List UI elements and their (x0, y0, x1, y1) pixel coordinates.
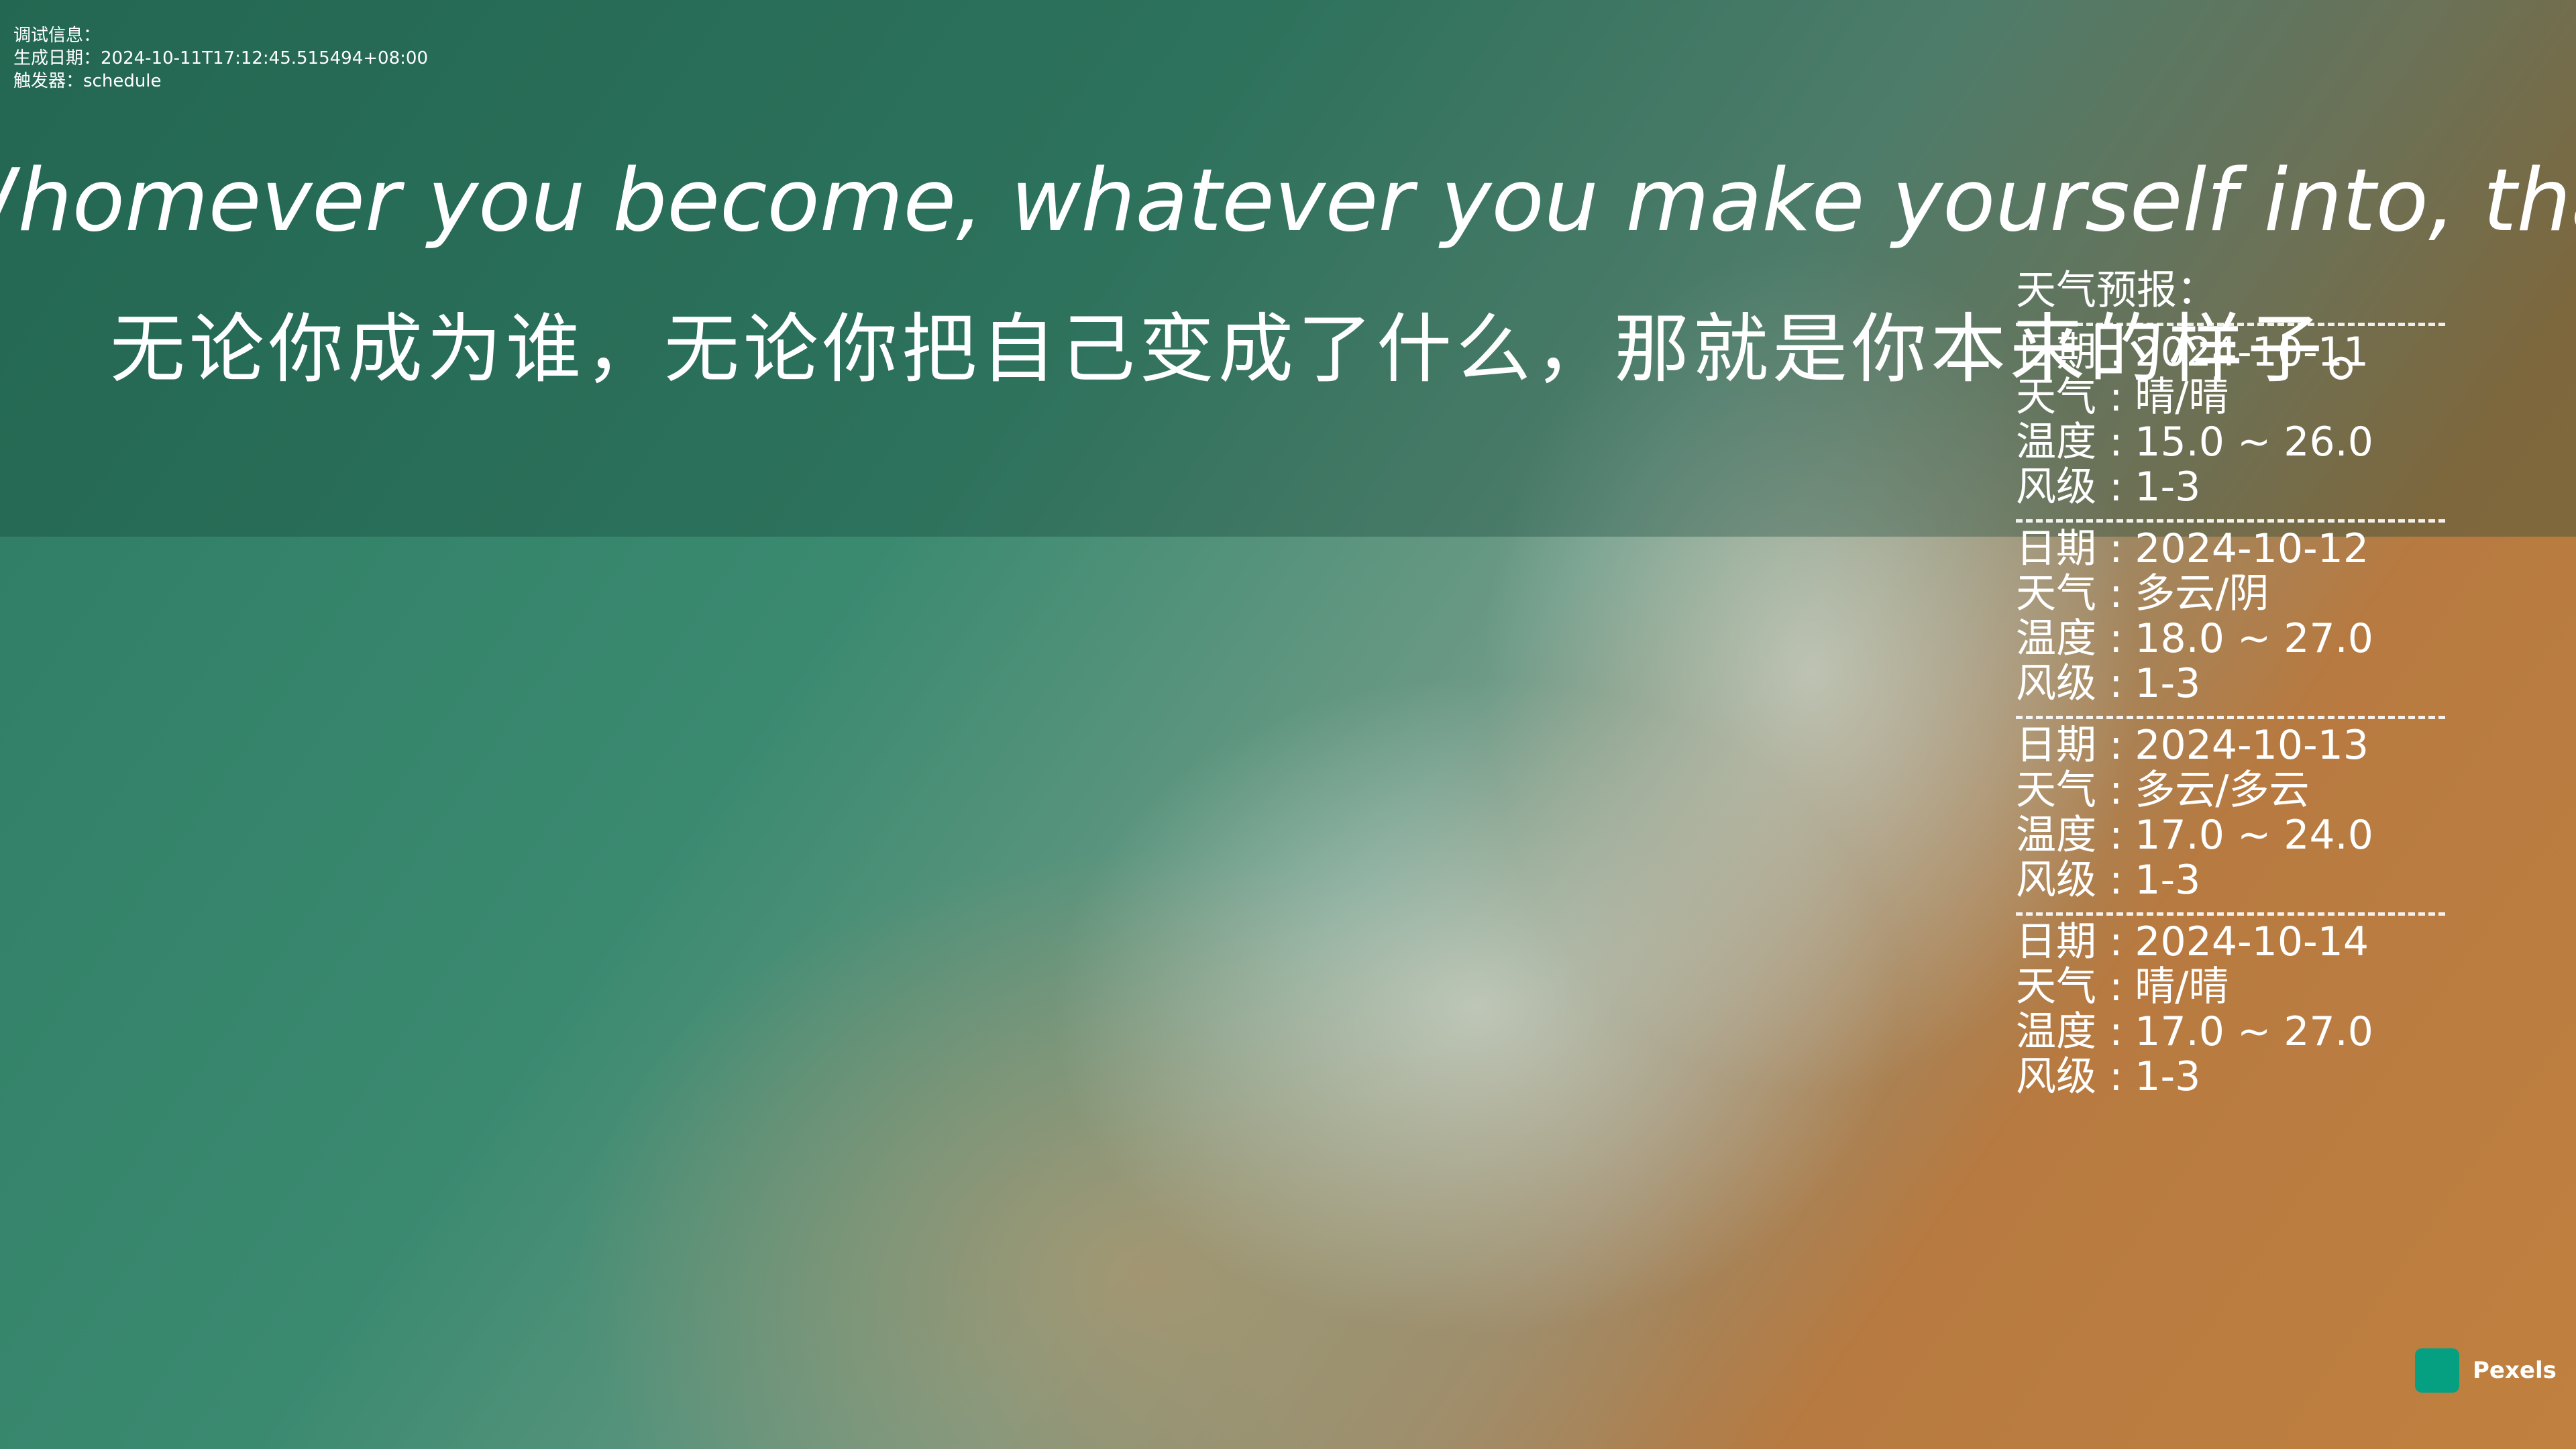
field-value: 2024-10-11 (2135, 329, 2369, 376)
debug-line: 调试信息： (13, 25, 101, 46)
field-value: 1-3 (2135, 1053, 2201, 1100)
debug-line: 触发器：schedule (13, 71, 162, 91)
weather-row: 风级 : 1-3 (2016, 858, 2445, 903)
field-value: 晴/晴 (2135, 374, 2229, 421)
field-label: 日期 : (2016, 329, 2123, 376)
separator (2016, 519, 2445, 523)
weather-row: 温度 : 18.0 ~ 27.0 (2016, 616, 2445, 661)
field-label: 温度 : (2016, 615, 2123, 662)
field-value: 1-3 (2135, 464, 2201, 511)
field-label: 温度 : (2016, 1008, 2123, 1055)
field-value: 1-3 (2135, 660, 2201, 707)
field-label: 天气 : (2016, 963, 2123, 1010)
day-block: 日期 :2024-10-12 天气 : 多云/阴 温度 :18.0 ~ 27.0 风级 … (2016, 527, 2445, 706)
debug-line: 生成日期：2024-10-11T17:12:45.515494+08:00 (13, 48, 428, 68)
weather-row: 温度 : 17.0 ~ 24.0 (2016, 813, 2445, 858)
weather-row: 风级 : 1-3 (2016, 465, 2445, 510)
field-value: 15.0 ~ 26.0 (2135, 419, 2373, 466)
field-label: 天气 : (2016, 570, 2123, 617)
separator (2016, 716, 2445, 719)
field-label: 天气 : (2016, 767, 2123, 814)
pexels-watermark: Pexels (2415, 1348, 2557, 1393)
debug-info: 调试信息： 生成日期：2024-10-11T17:12:45.515494+08… (13, 24, 428, 93)
field-value: 多云/多云 (2135, 767, 2310, 814)
weather-row: 日期 : 2024-10-14 (2016, 920, 2445, 965)
field-label: 风级 : (2016, 857, 2123, 904)
weather-row: 温度 : 17.0 ~ 27.0 (2016, 1010, 2445, 1055)
field-label: 温度 : (2016, 419, 2123, 466)
weather-row: 风级 : 1-3 (2016, 661, 2445, 706)
field-value: 2024-10-14 (2135, 918, 2369, 965)
weather-row: 天气 : 多云/阴 (2016, 572, 2445, 616)
field-value: 晴/晴 (2135, 963, 2229, 1010)
field-label: 风级 : (2016, 660, 2123, 707)
weather-row: 天气 : 晴/晴 (2016, 375, 2445, 420)
weather-title: 天气预报： (2016, 267, 2217, 314)
day-block: 日期 :2024-10-13 天气 : 多云/多云 温度 :17.0 ~ 24.0 风级… (2016, 723, 2445, 903)
field-label: 日期 : (2016, 722, 2123, 769)
quote-english: Whomever you become, whatever you make y… (0, 151, 2576, 251)
weather-row: 日期 : 2024-10-13 (2016, 723, 2445, 768)
weather-row: 日期 : 2024-10-12 (2016, 527, 2445, 572)
pexels-icon (2415, 1348, 2459, 1393)
quote-chinese: 无论你成为谁，无论你把自己变成了什么，那就是你本来的样子。 (110, 306, 2406, 393)
separator (2016, 323, 2445, 326)
field-label: 日期 : (2016, 525, 2123, 572)
overlay-band (0, 0, 2576, 537)
field-label: 日期 : (2016, 918, 2123, 965)
pexels-label: Pexels (2473, 1357, 2557, 1384)
field-label: 风级 : (2016, 464, 2123, 511)
field-label: 天气 : (2016, 374, 2123, 421)
field-value: 17.0 ~ 27.0 (2135, 1008, 2373, 1055)
field-value: 1-3 (2135, 857, 2201, 904)
weather-row: 日期 : 2024-10-11 (2016, 330, 2445, 375)
weather-row: 风级 : 1-3 (2016, 1055, 2445, 1099)
separator (2016, 912, 2445, 916)
field-value: 2024-10-13 (2135, 722, 2369, 769)
field-value: 17.0 ~ 24.0 (2135, 812, 2373, 859)
weather-row: 温度 : 15.0 ~ 26.0 (2016, 420, 2445, 465)
day-block: 日期 :2024-10-11 天气 : 晴/晴 温度 :15.0 ~ 26.0 风级 :… (2016, 330, 2445, 510)
weather-row: 天气 : 晴/晴 (2016, 965, 2445, 1010)
field-label: 风级 : (2016, 1053, 2123, 1100)
day-block: 日期 :2024-10-14 天气 : 晴/晴 温度 :17.0 ~ 27.0 风级 :… (2016, 920, 2445, 1099)
weather-panel: 天气预报： 日期 :2024-10-11 天气 : 晴/晴 温度 :15.0 ~ 26… (2016, 268, 2445, 1099)
weather-row: 天气 : 多云/多云 (2016, 768, 2445, 813)
field-value: 2024-10-12 (2135, 525, 2369, 572)
field-value: 多云/阴 (2135, 570, 2269, 617)
field-label: 温度 : (2016, 812, 2123, 859)
field-value: 18.0 ~ 27.0 (2135, 615, 2373, 662)
